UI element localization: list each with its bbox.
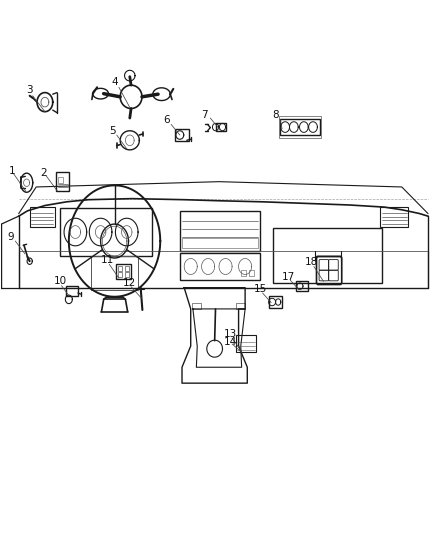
Bar: [60, 208, 152, 256]
Bar: [182, 238, 258, 248]
Text: 11: 11: [101, 255, 114, 265]
Text: 10: 10: [53, 276, 67, 286]
Text: 1: 1: [9, 166, 16, 176]
Bar: [236, 335, 256, 352]
Bar: [118, 266, 122, 271]
Text: 18: 18: [305, 257, 318, 267]
Bar: [273, 228, 382, 284]
Bar: [237, 303, 245, 309]
Text: 17: 17: [282, 272, 295, 282]
Text: 4: 4: [111, 77, 118, 87]
Text: 13: 13: [223, 329, 237, 340]
Bar: [249, 270, 254, 276]
Bar: [279, 116, 321, 138]
Bar: [297, 281, 308, 291]
Bar: [30, 207, 55, 227]
Text: 3: 3: [26, 85, 32, 95]
Bar: [58, 177, 63, 183]
Bar: [91, 256, 138, 290]
Bar: [192, 303, 201, 309]
Bar: [116, 264, 131, 279]
Bar: [124, 272, 129, 277]
Bar: [124, 266, 129, 271]
Bar: [268, 296, 282, 308]
Text: 5: 5: [110, 126, 116, 136]
Text: 14: 14: [223, 337, 237, 347]
Bar: [66, 286, 78, 296]
Bar: [380, 207, 408, 227]
Text: 12: 12: [122, 278, 136, 288]
Bar: [180, 211, 260, 251]
Text: 15: 15: [254, 284, 267, 294]
Bar: [180, 253, 260, 280]
Text: 2: 2: [41, 168, 47, 177]
Bar: [215, 123, 226, 131]
Bar: [280, 119, 320, 135]
Text: 8: 8: [272, 110, 279, 120]
Bar: [118, 272, 122, 277]
Text: 6: 6: [163, 115, 170, 125]
Bar: [56, 172, 69, 191]
Bar: [175, 128, 188, 141]
Bar: [241, 270, 246, 276]
Text: 7: 7: [201, 110, 208, 120]
Text: 9: 9: [7, 232, 14, 242]
